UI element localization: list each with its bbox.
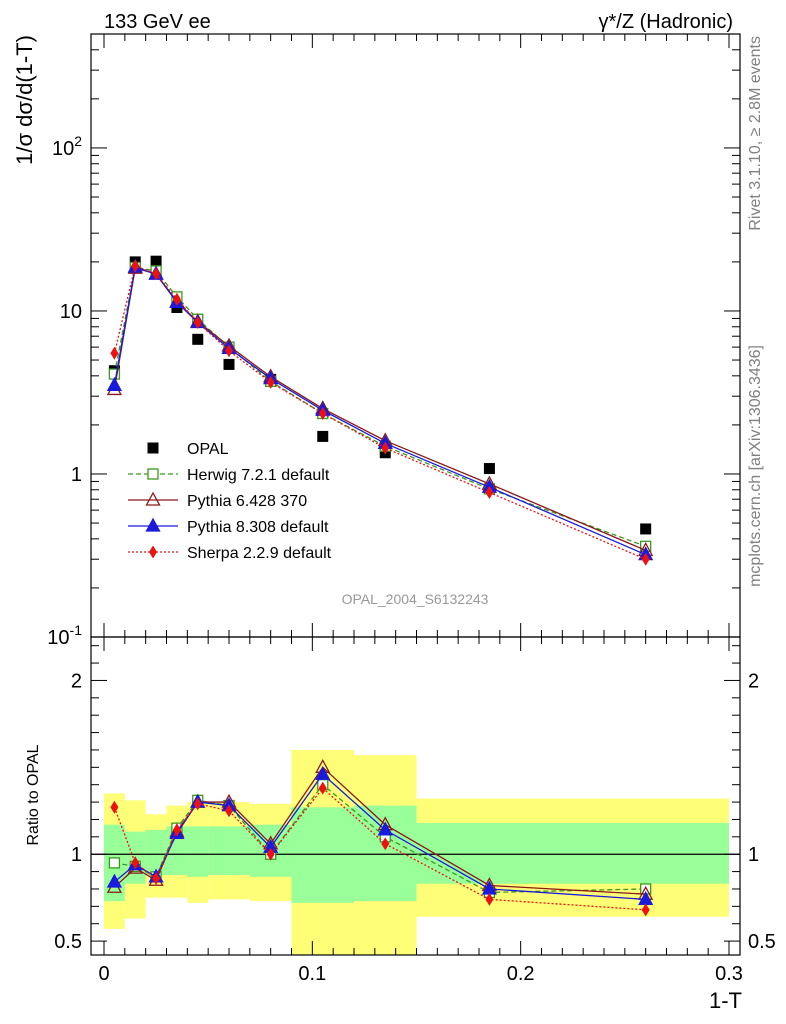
data-point xyxy=(110,346,119,360)
ratio-y-tick-label-right: 0.5 xyxy=(748,931,776,953)
ratio-series-sherpa-2-2-9-default xyxy=(110,781,650,917)
legend-marker xyxy=(149,545,157,559)
ratio-y-tick-label: 1 xyxy=(71,844,82,866)
ratio-point xyxy=(106,873,123,888)
ratio-point xyxy=(110,800,119,814)
ratio-point xyxy=(225,804,233,818)
series-pythia-8-308-default xyxy=(106,258,654,561)
inner-uncertainty-band xyxy=(291,807,354,903)
data-point xyxy=(485,485,494,499)
legend-label: Sherpa 2.2.9 default xyxy=(187,545,332,562)
ratio-point xyxy=(381,837,390,851)
x-tick-label: 0 xyxy=(98,963,109,985)
ratio-y-tick-label: 2 xyxy=(71,670,82,692)
x-axis-label: 1-T xyxy=(709,988,742,1013)
rivet-label: Rivet 3.1.10, ≥ 2.8M events xyxy=(747,36,764,231)
data-point xyxy=(318,406,327,420)
ratio-point xyxy=(641,903,650,917)
data-point xyxy=(641,552,650,566)
header-right: γ*/Z (Hadronic) xyxy=(599,11,733,33)
x-tick-label: 0.2 xyxy=(507,963,535,985)
data-point xyxy=(172,292,181,306)
legend-marker xyxy=(145,491,161,506)
inner-uncertainty-band xyxy=(208,826,250,876)
legend-label: Pythia 6.428 370 xyxy=(187,493,307,510)
legend-marker xyxy=(147,442,159,454)
ratio-point xyxy=(131,856,140,870)
legend-marker xyxy=(145,517,161,532)
data-point xyxy=(317,430,329,442)
data-point xyxy=(266,375,275,389)
x-tick-label: 0.3 xyxy=(715,963,743,985)
data-point xyxy=(640,523,652,535)
ratio-point xyxy=(152,872,161,886)
legend-label: Pythia 8.308 default xyxy=(187,519,329,536)
inner-uncertainty-band xyxy=(187,826,209,877)
x-tick-label: 0.1 xyxy=(298,963,326,985)
data-point xyxy=(106,376,123,391)
data-point xyxy=(223,358,235,370)
y-tick-label: 1 xyxy=(71,464,82,486)
ratio-point xyxy=(193,797,202,811)
main-y-label: 1/σ dσ/d(1-T) xyxy=(12,35,37,165)
ratio-panel: 0 0.1 0.2 0.30.5 0.51 12 2 xyxy=(54,636,776,985)
data-point xyxy=(150,255,162,267)
inner-uncertainty-band xyxy=(145,829,167,876)
mcplots-label: mcplots.cern.ch [arXiv:1306.3436] xyxy=(747,345,764,587)
legend-label: OPAL xyxy=(187,441,229,458)
data-point xyxy=(152,267,161,281)
ratio-point xyxy=(318,781,327,795)
ratio-y-tick-label-right: 2 xyxy=(748,670,759,692)
ratio-y-label: Ratio to OPAL xyxy=(25,744,42,845)
ratio-point xyxy=(172,823,181,837)
ratio-point xyxy=(266,847,275,861)
legend-label: Herwig 7.2.1 default xyxy=(187,467,330,484)
y-tick-label: 102 xyxy=(52,133,82,160)
ratio-line xyxy=(113,787,646,911)
header-left: 133 GeV ee xyxy=(104,11,211,33)
inner-uncertainty-band xyxy=(354,805,417,902)
series-sherpa-2-2-9-default xyxy=(110,259,650,566)
legend: OPAL Herwig 7.2.1 default Pythia 6.428 370… xyxy=(128,441,332,562)
data-point xyxy=(483,463,495,475)
series-line xyxy=(113,265,646,560)
series-pythia-6-428-370 xyxy=(106,259,654,557)
ratio-point xyxy=(485,892,494,906)
series-line xyxy=(113,266,646,556)
ratio-frame xyxy=(90,636,741,956)
ratio-y-tick-label-right: 1 xyxy=(748,844,759,866)
y-tick-label: 10 xyxy=(60,301,82,323)
data-point xyxy=(193,315,202,329)
main-panel: 10-1 1 10 102 xyxy=(47,33,741,649)
data-point xyxy=(381,441,390,455)
legend-marker xyxy=(147,468,159,480)
data-point xyxy=(192,333,204,345)
data-point xyxy=(131,259,140,273)
data-point xyxy=(225,344,233,358)
ratio-y-tick-label: 0.5 xyxy=(54,931,82,953)
watermark: OPAL_2004_S6132243 xyxy=(342,591,489,607)
ratio-point xyxy=(108,857,121,869)
ratio-point xyxy=(377,821,393,836)
ratio-point xyxy=(315,765,331,780)
y-tick-label: 10-1 xyxy=(47,622,82,649)
